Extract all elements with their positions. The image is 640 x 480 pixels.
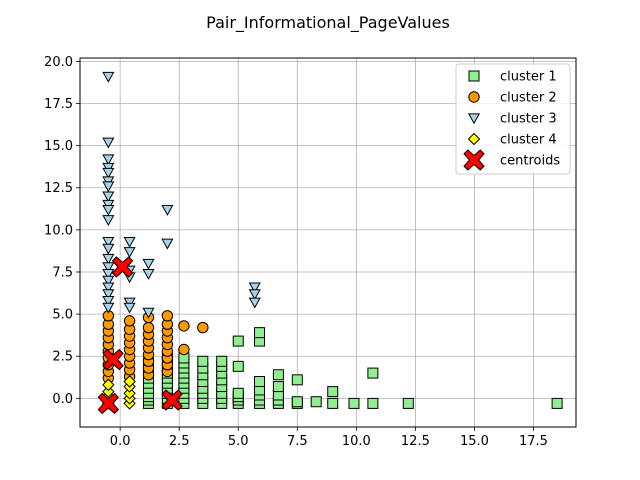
cluster-4-point bbox=[123, 375, 136, 388]
centroid-marker bbox=[161, 389, 183, 411]
cluster-1-point bbox=[291, 374, 303, 386]
x-tick-label: 2.5 bbox=[169, 434, 190, 449]
cluster-3-point bbox=[102, 282, 115, 294]
cluster-1-point bbox=[232, 360, 244, 372]
centroid-marker bbox=[97, 392, 120, 415]
cluster-1-point bbox=[348, 397, 360, 409]
y-tick-label: 2.5 bbox=[52, 350, 73, 365]
x-tick-label: 5.0 bbox=[228, 434, 249, 449]
cluster-3-point bbox=[102, 167, 115, 179]
legend-label-5: centroids bbox=[500, 154, 560, 169]
cluster-3-point bbox=[102, 269, 115, 280]
y-tick-label: 0.0 bbox=[52, 392, 73, 407]
y-tick-label: 5.0 bbox=[52, 308, 73, 323]
cluster-3-point bbox=[102, 204, 115, 216]
cluster-4-point bbox=[102, 385, 115, 398]
cluster-3-point bbox=[102, 137, 115, 149]
legend-marker-3 bbox=[467, 113, 481, 125]
cluster-3-point bbox=[142, 307, 155, 319]
cluster-1-point bbox=[551, 397, 563, 409]
legend-marker-5 bbox=[463, 149, 485, 171]
legend-label-4: cluster 4 bbox=[500, 133, 557, 148]
y-tick-label: 12.5 bbox=[44, 181, 73, 196]
points-layer bbox=[97, 71, 563, 415]
legend-label-3: cluster 3 bbox=[500, 112, 557, 127]
cluster-1-point bbox=[327, 397, 339, 409]
cluster-3-point bbox=[102, 275, 115, 287]
cluster-1-point bbox=[291, 396, 303, 408]
legend-marker-1 bbox=[468, 70, 480, 82]
cluster-3-point bbox=[102, 253, 115, 265]
cluster-1-point bbox=[310, 396, 322, 408]
centroid-marker bbox=[102, 348, 124, 371]
cluster-1-point bbox=[254, 376, 266, 388]
cluster-1-point bbox=[232, 387, 244, 399]
cluster-2-point bbox=[142, 321, 155, 334]
cluster-2-point bbox=[178, 320, 190, 332]
cluster-3-point bbox=[161, 204, 174, 216]
cluster-3-point bbox=[102, 215, 115, 226]
cluster-4-point bbox=[123, 387, 136, 400]
cluster-3-point bbox=[102, 71, 115, 83]
plot-frame bbox=[79, 57, 577, 428]
cluster-3-point bbox=[102, 295, 115, 307]
cluster-2-point bbox=[178, 343, 190, 356]
cluster-3-point bbox=[248, 282, 261, 294]
y-tick-label: 15.0 bbox=[44, 139, 73, 154]
cluster-3-point bbox=[161, 238, 174, 250]
legend-label-2: cluster 2 bbox=[500, 91, 557, 106]
cluster-1-point bbox=[272, 369, 284, 381]
cluster-1-point bbox=[367, 397, 379, 409]
legend: cluster 1 cluster 2 cluster 3 cluster 4 cent… bbox=[455, 63, 571, 175]
cluster-1-point bbox=[272, 381, 284, 393]
cluster-3-point bbox=[102, 243, 115, 255]
y-tick-label: 10.0 bbox=[44, 223, 73, 238]
cluster-3-point bbox=[123, 247, 136, 258]
legend-box bbox=[455, 63, 571, 175]
x-tick-label: 17.5 bbox=[519, 434, 548, 449]
cluster-1-point bbox=[197, 355, 209, 367]
cluster-2-point bbox=[161, 310, 174, 322]
x-tick-label: 0.0 bbox=[110, 434, 131, 449]
y-tick-label: 20.0 bbox=[44, 55, 73, 70]
cluster-3-point bbox=[102, 191, 115, 203]
legend-label-1: cluster 1 bbox=[500, 70, 557, 85]
cluster-3-point bbox=[102, 262, 115, 274]
y-tick-label: 17.5 bbox=[44, 97, 73, 112]
cluster-3-point bbox=[248, 289, 261, 301]
cluster-2-point bbox=[197, 321, 209, 334]
x-tick-label: 7.5 bbox=[287, 434, 308, 449]
x-tick-label: 10.0 bbox=[342, 434, 371, 449]
cluster-3-point bbox=[142, 258, 155, 270]
cluster-3-point bbox=[102, 154, 115, 166]
cluster-3-point bbox=[123, 236, 136, 248]
x-tick-label: 12.5 bbox=[401, 434, 430, 449]
legend-marker-4 bbox=[467, 132, 481, 146]
y-tick-label: 7.5 bbox=[52, 265, 73, 280]
cluster-1-point bbox=[367, 367, 379, 379]
legend-marker-2 bbox=[468, 91, 480, 103]
cluster-3-point bbox=[102, 236, 115, 248]
cluster-1-point bbox=[216, 355, 228, 367]
cluster-3-point bbox=[123, 302, 136, 314]
centroid-marker bbox=[111, 256, 134, 278]
chart-title: Pair_Informational_PageValues bbox=[206, 13, 450, 33]
cluster-1-point bbox=[254, 327, 266, 339]
cluster-3-point bbox=[248, 297, 261, 309]
cluster-3-point bbox=[102, 181, 115, 193]
ticks-layer: 0.0 2.5 5.0 7.5 10.0 12.5 15.0 17.5 0.0 2.5 5.0 7.5… bbox=[44, 55, 548, 449]
cluster-3-point bbox=[102, 302, 115, 314]
cluster-3-point bbox=[102, 289, 115, 301]
x-tick-label: 15.0 bbox=[460, 434, 489, 449]
cluster-1-point bbox=[402, 397, 414, 409]
cluster-1-point bbox=[327, 386, 339, 398]
cluster-2-point bbox=[123, 315, 136, 327]
cluster-1-point bbox=[232, 335, 244, 347]
cluster-3-point bbox=[142, 269, 155, 280]
cluster-4-point bbox=[102, 378, 115, 392]
